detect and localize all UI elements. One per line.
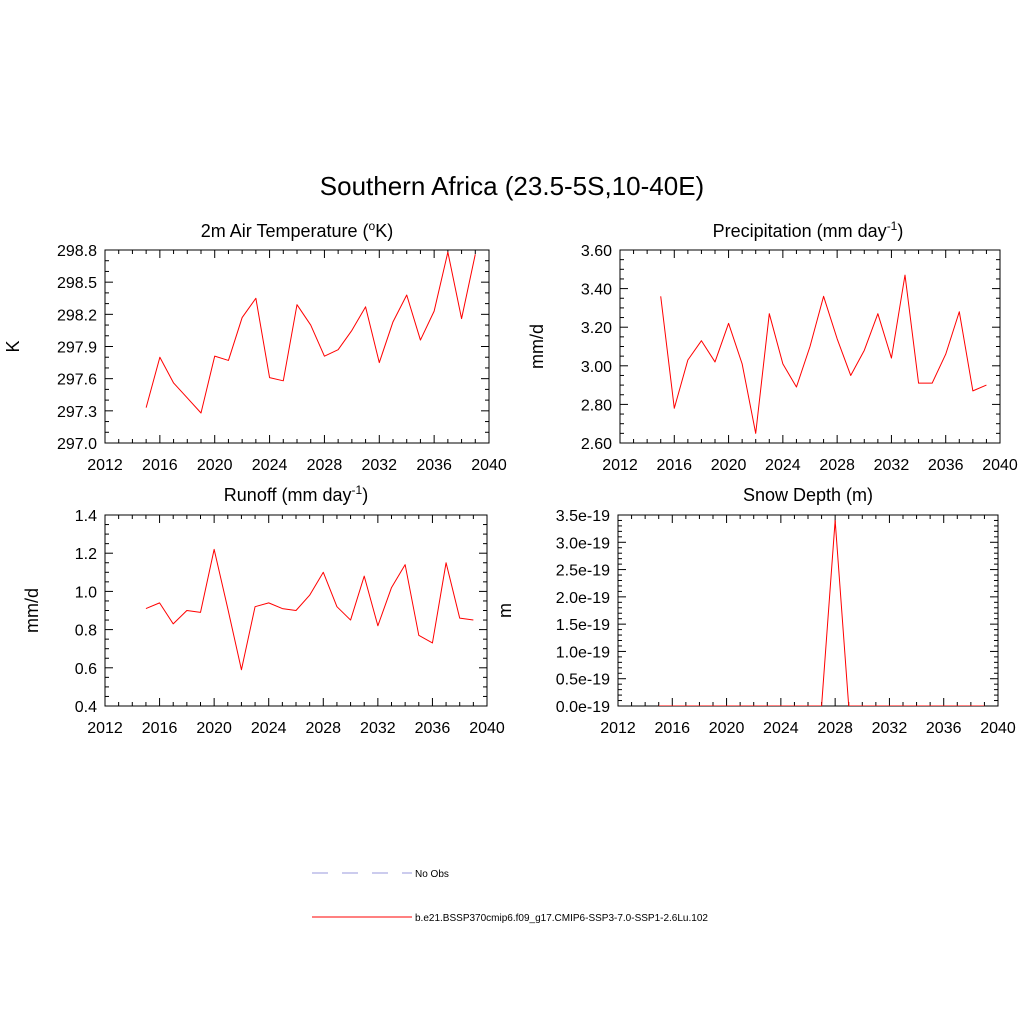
y-tick-label: 297.6 [57,372,97,389]
x-tick-label: 2016 [142,457,178,474]
y-tick-label: 1.0 [75,584,97,601]
y-tick-label: 3.60 [581,243,612,260]
y-tick-label: 298.8 [57,243,97,260]
x-tick-label: 2016 [654,720,690,737]
plot-frame-air-temperature [104,249,490,444]
x-tick-label: 2020 [709,720,745,737]
x-tick-label: 2032 [874,457,910,474]
x-tick-label: 2036 [416,457,452,474]
x-tick-label: 2024 [763,720,799,737]
y-axis-label-air-temperature: K [3,340,23,352]
x-tick-label: 2032 [360,720,396,737]
plot-frame-snow-depth [617,514,999,707]
y-tick-label: 3.20 [581,320,612,337]
y-tick-label: 2.0e-19 [556,590,610,607]
series-snow-depth [658,519,985,706]
series-runoff [145,548,474,671]
x-tick-label: 2020 [711,457,747,474]
y-tick-label: 3.40 [581,282,612,299]
y-tick-label: 1.5e-19 [556,617,610,634]
y-tick-label: 0.4 [75,699,97,716]
series-line-snow-depth [658,519,985,706]
series-precipitation [660,274,987,434]
x-tick-label: 2040 [471,457,507,474]
series-line-air-temperature [145,251,476,414]
x-tick-label: 2012 [87,720,123,737]
panel-air-temperature: 2m Air Temperature (oK) K 2012 2016 2020 20… [3,219,507,474]
y-axis-label-snow-depth: m [495,603,515,618]
x-tick-label: 2036 [928,457,964,474]
tick-labels-air-temperature: 2012 2016 2020 2024 2028 2032 2036 2040 297.0 297… [57,243,507,474]
y-tick-label: 0.5e-19 [556,672,610,689]
ticks-air-temperature [104,249,490,444]
ticks-snow-depth [617,514,999,707]
x-tick-label: 2012 [600,720,636,737]
tick-labels-snow-depth: 2012 2016 2020 2024 2028 2032 2036 2040 0.0e-19 0… [556,508,1016,737]
legend-label-model: b.e21.BSSP370cmip6.f09_g17.CMIP6-SSP3-7.… [415,913,708,924]
x-tick-label: 2012 [602,457,638,474]
x-tick-label: 2020 [196,720,232,737]
x-tick-label: 2040 [982,457,1018,474]
x-tick-label: 2016 [656,457,692,474]
ticks-precipitation [619,249,1001,444]
panel-title-runoff: Runoff (mm day-1) [224,483,368,505]
x-tick-label: 2040 [980,720,1016,737]
x-tick-label: 2036 [926,720,962,737]
legend-label-no-obs: No Obs [415,869,449,880]
ticks-runoff [104,514,488,707]
x-tick-label: 2028 [305,720,341,737]
x-tick-label: 2024 [765,457,801,474]
x-tick-label: 2024 [251,720,287,737]
x-tick-label: 2028 [307,457,343,474]
legend: No Obs b.e21.BSSP370cmip6.f09_g17.CMIP6-… [312,869,708,924]
x-tick-label: 2016 [142,720,178,737]
x-tick-label: 2036 [415,720,451,737]
y-tick-label: 0.6 [75,661,97,678]
y-tick-label: 3.0e-19 [556,535,610,552]
series-line-runoff [145,548,474,671]
panel-precipitation: Precipitation (mm day-1) mm/d 2012 2016 20… [527,219,1018,474]
y-tick-label: 2.80 [581,397,612,414]
panel-snow-depth: Snow Depth (m) m 2012 2016 2020 2024 2028 203… [495,485,1016,737]
tick-labels-runoff: 2012 2016 2020 2024 2028 2032 2036 2040 0.4 0.6 0.… [75,508,505,737]
x-tick-label: 2032 [361,457,397,474]
y-tick-label: 2.60 [581,436,612,453]
y-tick-label: 298.5 [57,275,97,292]
y-tick-label: 0.8 [75,623,97,640]
series-air-temperature [145,251,476,414]
x-tick-label: 2020 [197,457,233,474]
x-tick-label: 2032 [872,720,908,737]
y-tick-label: 3.5e-19 [556,508,610,525]
series-line-precipitation [660,274,987,434]
y-tick-label: 1.4 [75,508,97,525]
y-tick-label: 3.00 [581,359,612,376]
y-tick-label: 1.2 [75,546,97,563]
y-tick-label: 297.9 [57,340,97,357]
figure-title: Southern Africa (23.5-5S,10-40E) [320,171,704,201]
panel-runoff: Runoff (mm day-1) mm/d 2012 2016 2020 2024 2… [22,483,505,737]
x-tick-label: 2028 [817,720,853,737]
y-tick-label: 0.0e-19 [556,699,610,716]
x-tick-label: 2024 [252,457,288,474]
x-tick-label: 2040 [469,720,505,737]
y-tick-label: 297.0 [57,436,97,453]
tick-labels-precipitation: 2012 2016 2020 2024 2028 2032 2036 2040 2.60 2.80… [581,243,1018,474]
y-tick-label: 2.5e-19 [556,563,610,580]
panel-title-air-temperature: 2m Air Temperature (oK) [201,219,393,241]
x-tick-label: 2012 [87,457,123,474]
x-tick-label: 2028 [819,457,855,474]
y-tick-label: 297.3 [57,404,97,421]
panel-title-precipitation: Precipitation (mm day-1) [713,219,904,241]
panel-title-snow-depth: Snow Depth (m) [743,485,873,505]
y-tick-label: 298.2 [57,307,97,324]
y-tick-label: 1.0e-19 [556,644,610,661]
y-axis-label-precipitation: mm/d [527,324,547,369]
y-axis-label-runoff: mm/d [22,588,42,633]
